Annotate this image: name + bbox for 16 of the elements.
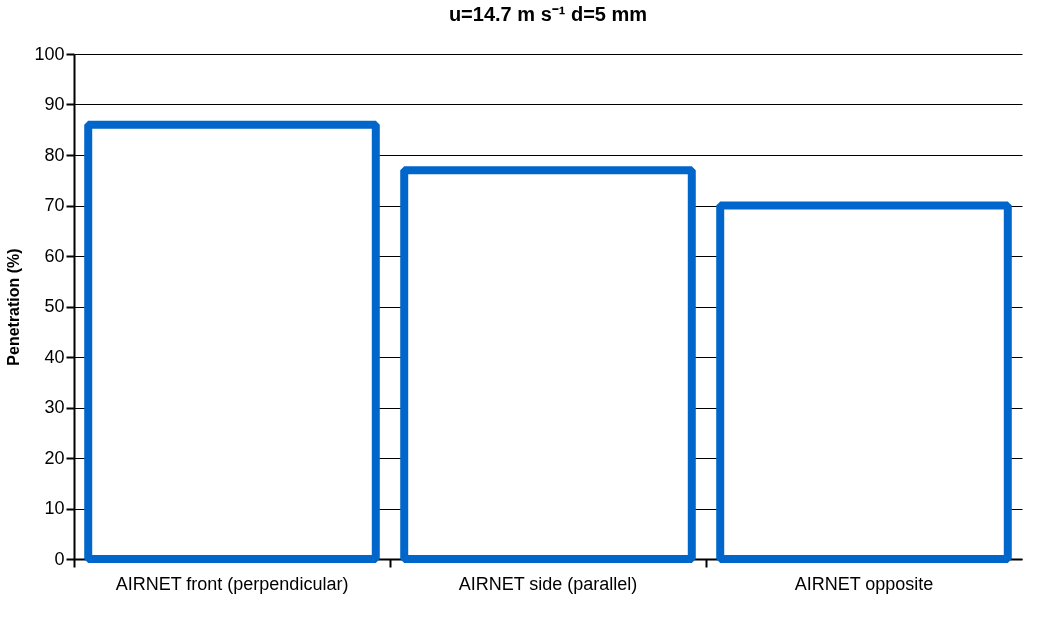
y-tick-label: 50 xyxy=(44,296,65,316)
y-tick-label: 70 xyxy=(44,195,65,215)
y-tick-label: 80 xyxy=(44,144,65,165)
x-tick-label: AIRNET opposite xyxy=(794,573,934,594)
y-tick-label: 10 xyxy=(44,498,65,518)
chart-title: u=14.7 m s⁻¹ d=5 mm xyxy=(448,3,648,25)
x-tick-label: AIRNET front (perpendicular) xyxy=(115,573,349,594)
y-tick-label: 30 xyxy=(44,397,65,417)
y-tick-label: 40 xyxy=(44,346,65,367)
y-tick-label: 100 xyxy=(34,43,65,64)
y-axis-title: Penetration (%) xyxy=(5,248,23,366)
y-tick-label: 90 xyxy=(44,94,65,114)
y-tick-label: 20 xyxy=(44,447,65,468)
x-tick-label: AIRNET side (parallel) xyxy=(458,573,638,594)
y-tick-label: 0 xyxy=(54,548,65,569)
y-tick-label: 60 xyxy=(44,245,65,266)
